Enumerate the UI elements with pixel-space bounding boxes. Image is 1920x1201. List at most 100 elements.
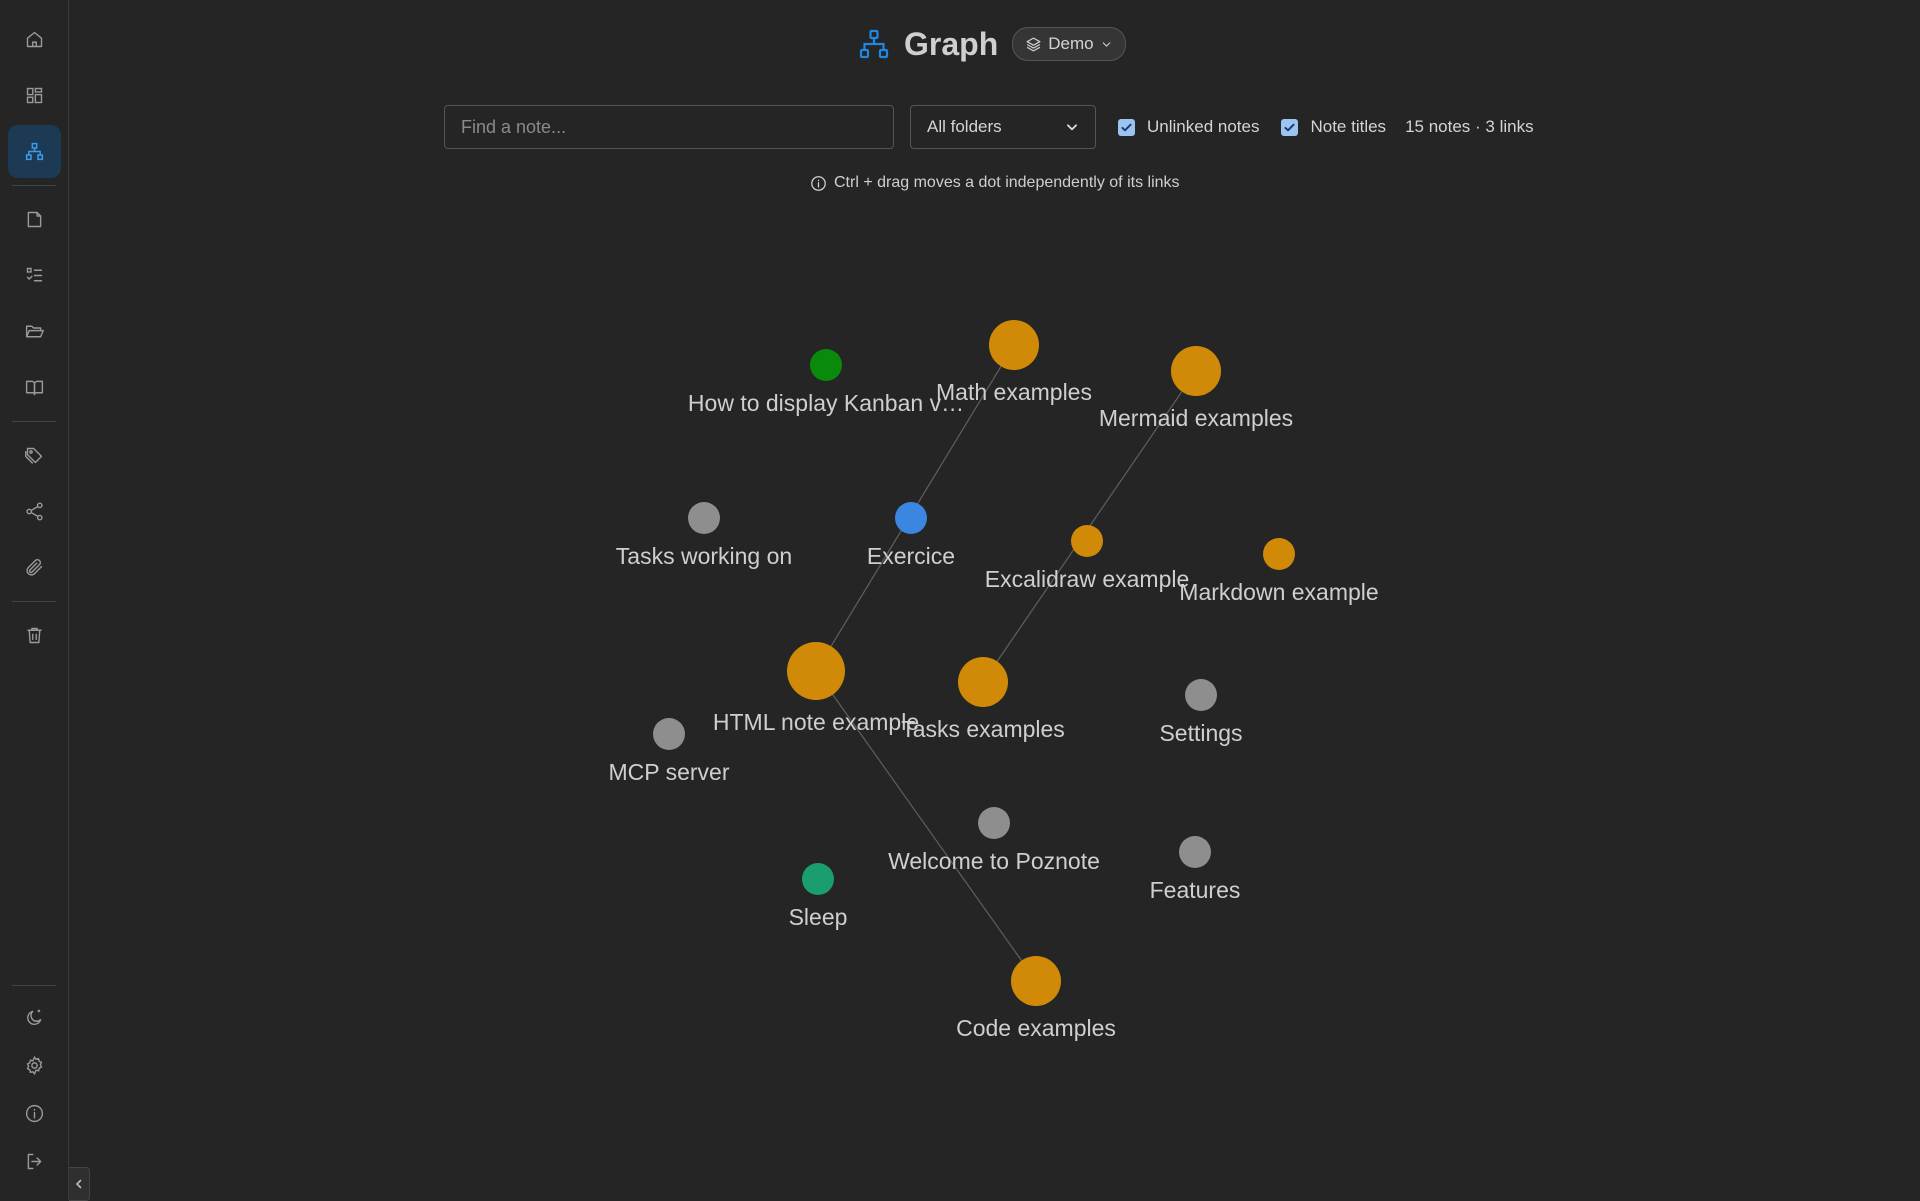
info-icon [25, 1104, 44, 1123]
graph-node-label: Features [1150, 877, 1241, 903]
graph-link [815, 670, 1037, 982]
trash-icon [27, 627, 42, 644]
graph-node-label: Sleep [789, 904, 848, 930]
graph-node-dot[interactable] [895, 502, 927, 534]
note-titles-checkbox[interactable] [1281, 118, 1299, 136]
workspace-selector[interactable]: Demo [1012, 27, 1126, 61]
graph-node-dot[interactable] [1071, 525, 1103, 557]
dashboard-icon [26, 87, 43, 104]
graph-node-dot[interactable] [653, 718, 685, 750]
sidebar-item-tags[interactable] [8, 429, 61, 482]
graph-node-dot[interactable] [688, 502, 720, 534]
graph-node-dot[interactable] [1263, 538, 1295, 570]
gear-icon [26, 1055, 43, 1076]
graph-node-dot[interactable] [989, 320, 1039, 370]
sidebar-item-tasks[interactable] [8, 249, 61, 302]
note-count: 15 notes · 3 links [1405, 117, 1534, 136]
share-icon [26, 502, 43, 521]
sidebar-item-notes[interactable] [8, 193, 61, 246]
note-titles-label: Note titles [1310, 117, 1387, 136]
sidebar-divider [12, 185, 56, 186]
graph-node-dot[interactable] [1171, 346, 1221, 396]
chevron-left-icon [75, 1179, 82, 1189]
graph-node-dot[interactable] [1011, 956, 1061, 1006]
graph-node-label: Excalidraw example [985, 566, 1190, 592]
graph-node-label: Welcome to Poznote [888, 848, 1100, 874]
graph-node[interactable]: Excalidraw example [985, 525, 1190, 592]
sidebar-divider [12, 601, 56, 602]
folder-select[interactable]: All folders [910, 105, 1096, 149]
check-icon [1284, 123, 1296, 131]
unlinked-notes-checkbox[interactable] [1118, 118, 1135, 136]
graph-node-label: Code examples [956, 1015, 1116, 1041]
collapse-sidebar-button[interactable] [69, 1167, 90, 1201]
info-icon [811, 175, 826, 191]
folder-select-value: All folders [927, 117, 1002, 136]
graph-node[interactable]: HTML note example [713, 642, 919, 735]
note-icon [27, 211, 42, 228]
page-header: Graph Demo [858, 22, 1126, 66]
unlinked-notes-toggle[interactable]: Unlinked notes [1118, 117, 1259, 137]
graph-node[interactable]: Settings [1159, 679, 1243, 746]
sidebar [0, 0, 69, 1200]
graph-node[interactable]: Features [1150, 836, 1241, 903]
theme-icon [27, 1009, 42, 1025]
sidebar-item-about[interactable] [8, 1087, 61, 1140]
sidebar-item-settings[interactable] [8, 1039, 61, 1092]
graph-node-dot[interactable] [802, 863, 834, 895]
graph-links [815, 344, 1197, 982]
graph-node-dot[interactable] [1185, 679, 1217, 711]
graph-node-label: Tasks examples [901, 716, 1065, 742]
graph-node-dot[interactable] [1179, 836, 1211, 868]
sidebar-item-workspaces[interactable] [8, 361, 61, 414]
graph-node[interactable]: Tasks working on [616, 502, 792, 569]
sidebar-item-home[interactable] [8, 13, 61, 66]
sidebar-item-theme[interactable] [8, 991, 61, 1044]
graph-node-dot[interactable] [787, 642, 845, 700]
graph-node[interactable]: Tasks examples [901, 657, 1065, 742]
drag-hint: Ctrl + drag moves a dot independently of… [810, 174, 1180, 192]
page-title: Graph [904, 25, 999, 62]
folder-icon [25, 325, 44, 338]
search-input[interactable] [444, 105, 894, 149]
graph-node-label: Mermaid examples [1099, 405, 1293, 431]
graph-node-label: MCP server [609, 759, 730, 785]
graph-node-label: Exercice [867, 543, 955, 569]
sidebar-item-graph[interactable] [8, 125, 61, 178]
sidebar-item-trash[interactable] [8, 609, 61, 662]
graph-node[interactable]: Markdown example [1179, 538, 1379, 605]
graph-node-label: Math examples [936, 379, 1092, 405]
sidebar-item-dashboard[interactable] [8, 69, 61, 122]
graph-node-dot[interactable] [810, 349, 842, 381]
graph-node[interactable]: Math examples [936, 320, 1092, 405]
graph-node-dot[interactable] [958, 657, 1008, 707]
graph-node-label: Settings [1159, 720, 1242, 746]
graph-node-dot[interactable] [978, 807, 1010, 839]
graph-node[interactable]: Mermaid examples [1099, 346, 1293, 431]
hint-text: Ctrl + drag moves a dot independently of… [834, 174, 1180, 191]
attachment-icon [26, 558, 43, 576]
sidebar-item-shared[interactable] [8, 485, 61, 538]
tasklist-icon [26, 267, 43, 282]
graph-node-label: Tasks working on [616, 543, 792, 569]
home-icon [26, 31, 43, 48]
layers-icon [1026, 36, 1041, 52]
graph-node-label: HTML note example [713, 709, 919, 735]
graph-icon [858, 28, 890, 60]
sidebar-item-folders[interactable] [8, 305, 61, 358]
graph-node[interactable]: Welcome to Poznote [888, 807, 1100, 874]
graph-node[interactable]: MCP server [609, 718, 730, 785]
sidebar-item-logout[interactable] [8, 1135, 61, 1188]
graph-node[interactable]: Code examples [956, 956, 1116, 1041]
unlinked-notes-label: Unlinked notes [1147, 117, 1260, 136]
logout-icon [27, 1153, 42, 1170]
graph-node[interactable]: Exercice [867, 502, 955, 569]
graph-node-label: How to display Kanban v… [688, 390, 964, 416]
graph-node[interactable]: How to display Kanban v… [688, 349, 964, 416]
tags-icon [25, 447, 43, 464]
sidebar-divider [12, 985, 56, 986]
sidebar-item-attachments[interactable] [8, 541, 61, 594]
graph-node[interactable]: Sleep [789, 863, 848, 930]
note-titles-toggle[interactable]: Note titles [1281, 117, 1386, 137]
